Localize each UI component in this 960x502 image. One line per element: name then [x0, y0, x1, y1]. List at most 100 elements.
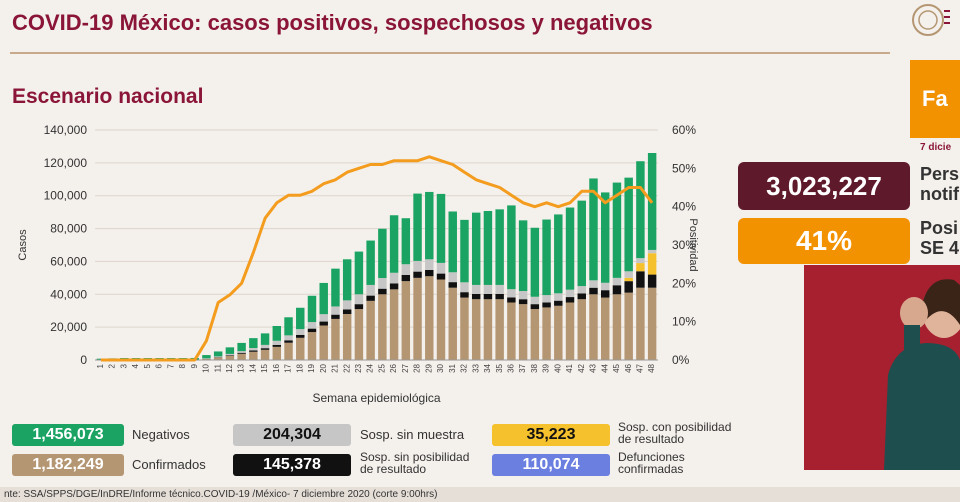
- bar-segment: [589, 287, 598, 295]
- bar-segment: [319, 314, 328, 322]
- x-tick-label: 36: [506, 363, 515, 372]
- bar-segment: [331, 318, 340, 360]
- x-tick-label: 40: [553, 363, 562, 372]
- bar-segment: [354, 309, 364, 360]
- x-tick-label: 8: [178, 363, 187, 368]
- bar-segment: [530, 227, 540, 297]
- bar-segment: [284, 335, 293, 341]
- x-tick-label: 24: [366, 363, 375, 372]
- bar-segment: [460, 282, 469, 293]
- bar-segment: [483, 299, 493, 360]
- source-footer: nte: SSA/SPPS/DGE/InDRE/Informe técnico.…: [0, 487, 960, 502]
- bar-segment: [577, 299, 586, 360]
- bar-segment: [401, 274, 411, 282]
- bar-segment: [600, 297, 610, 360]
- x-tick-label: 38: [530, 363, 539, 372]
- bar-segment: [460, 219, 469, 283]
- bar-segment: [600, 282, 610, 291]
- x-tick-label: 29: [424, 363, 433, 372]
- y-axis-label: Casos: [17, 229, 29, 261]
- x-tick-label: 14: [248, 363, 257, 372]
- x-tick-label: 32: [460, 363, 469, 372]
- bar-segment: [260, 344, 270, 349]
- x-tick-label: 6: [155, 363, 164, 368]
- x-tick-label: 25: [377, 363, 386, 372]
- bar-segment: [272, 344, 282, 347]
- bar-segment: [342, 309, 352, 314]
- bar-segment: [495, 293, 504, 300]
- bar-segment: [389, 272, 399, 284]
- bar-segment: [425, 191, 434, 260]
- bar-segment: [213, 351, 223, 357]
- bar-segment: [636, 271, 645, 288]
- bar-segment: [249, 350, 258, 352]
- x-tick-label: 39: [542, 363, 551, 372]
- legend-con-posibilidad-value: 35,223: [492, 424, 610, 446]
- legend-con-posibilidad-label: Sosp. con posibilidad de resultado: [618, 421, 731, 445]
- bar-segment: [554, 214, 563, 294]
- x-tick-label: 48: [647, 363, 656, 372]
- people-notified-label-line1: Pers: [920, 164, 960, 184]
- bar-segment: [565, 302, 575, 360]
- bar-segment: [401, 264, 411, 275]
- bar-segment: [530, 296, 540, 305]
- legend-defunciones-label-line1: Defunciones: [618, 450, 685, 464]
- bar-segment: [483, 210, 493, 285]
- bar-segment: [389, 289, 399, 360]
- y-tick-label: 120,000: [44, 156, 88, 170]
- x-tick-label: 26: [389, 363, 398, 372]
- bar-segment: [96, 358, 106, 360]
- sign-language-interpreter-video: [804, 265, 960, 470]
- bar-segment: [296, 307, 305, 330]
- page-title: COVID-19 México: casos positivos, sospec…: [12, 10, 653, 35]
- bar-segment: [213, 357, 223, 360]
- bar-segment: [378, 288, 387, 295]
- bar-segment: [413, 271, 422, 278]
- bar-segment: [366, 284, 375, 296]
- y-tick-label: 20,000: [50, 320, 87, 334]
- legend-defunciones-label: Defunciones confirmadas: [618, 451, 685, 475]
- bar-segment: [260, 348, 270, 350]
- bar-segment: [366, 300, 375, 360]
- bar-segment: [518, 220, 528, 291]
- bar-segment: [378, 294, 387, 360]
- bar-segment: [448, 282, 457, 288]
- bar-segment: [213, 356, 223, 358]
- section-tab: Fa: [910, 60, 960, 138]
- x-tick-label: 33: [471, 363, 480, 372]
- bar-segment: [542, 219, 551, 296]
- bar-segment: [495, 299, 504, 360]
- y-tick-label: 140,000: [44, 123, 88, 137]
- x-tick-label: 31: [448, 363, 457, 372]
- x-tick-label: 13: [237, 363, 246, 372]
- y2-tick-label: 40%: [672, 200, 696, 214]
- bar-segment: [319, 325, 328, 360]
- bar-segment: [425, 269, 434, 277]
- bar-segment: [518, 291, 528, 300]
- people-notified-label-line2: notif: [920, 184, 959, 204]
- bar-segment: [448, 287, 457, 360]
- side-date: 7 dicie: [920, 142, 952, 153]
- bar-segment: [260, 333, 270, 345]
- bar-segment: [354, 251, 364, 295]
- bar-segment: [518, 304, 528, 360]
- legend-sin-posibilidad-value: 145,378: [233, 454, 351, 476]
- y-tick-label: 40,000: [50, 287, 87, 301]
- bar-segment: [366, 295, 375, 301]
- bar-segment: [624, 277, 633, 282]
- bar-segment: [542, 302, 551, 308]
- x-tick-label: 27: [401, 363, 410, 372]
- bar-segment: [448, 211, 457, 273]
- cases-chart: 0 20,000 40,000 60,000 80,000 100,000 120,000 1…: [17, 123, 699, 405]
- bar-segment: [530, 309, 540, 360]
- bar-segment: [425, 276, 434, 360]
- legend-sin-muestra-value: 204,304: [233, 424, 351, 446]
- bar-segment: [319, 282, 328, 315]
- x-tick-label: 21: [331, 363, 340, 372]
- x-tick-label: 1: [96, 363, 105, 368]
- x-tick-label: 23: [354, 363, 363, 372]
- bar-segment: [483, 293, 493, 300]
- x-tick-label: 43: [589, 363, 598, 372]
- bar-segment: [389, 283, 399, 290]
- x-tick-label: 47: [636, 363, 645, 372]
